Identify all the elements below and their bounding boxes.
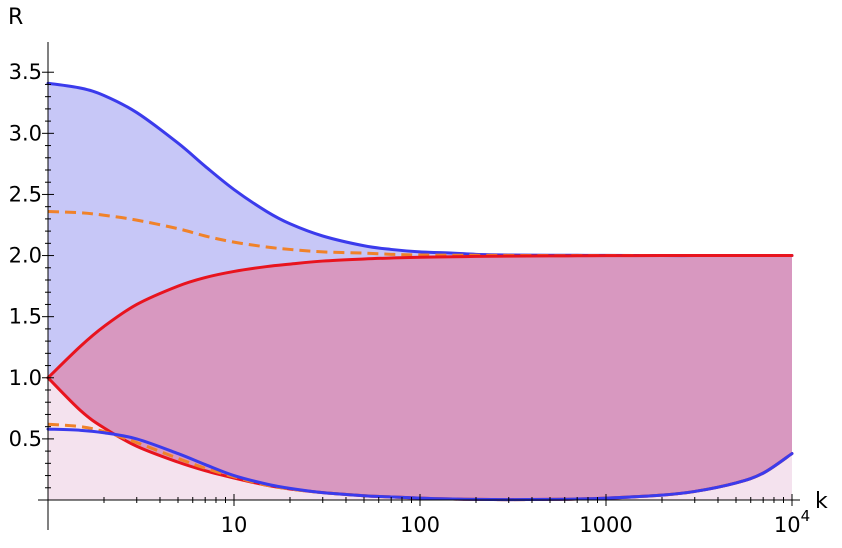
fill-region-1 xyxy=(48,255,792,500)
y-ticks: 0.5 1.0 1.5 2.0 2.5 3.0 3.5 xyxy=(9,60,54,489)
y-tick-label: 2.5 xyxy=(9,182,42,206)
series-line-5 xyxy=(46,427,794,502)
x-tick-label: 104 xyxy=(774,507,810,537)
x-tick-label: 100 xyxy=(400,513,440,537)
y-tick-label: 1.0 xyxy=(9,366,42,390)
y-tick-label: 3.5 xyxy=(9,60,42,84)
x-tick-label: 10 xyxy=(221,513,248,537)
fill-regions xyxy=(48,83,792,500)
y-tick-label: 3.0 xyxy=(9,121,42,145)
y-tick-label: 0.5 xyxy=(9,427,42,451)
series-curves xyxy=(46,81,794,502)
y-tick-label: 2.0 xyxy=(9,244,42,268)
y-axis-title: R xyxy=(8,5,23,30)
y-tick-label: 1.5 xyxy=(9,305,42,329)
axes: 10 100 1000 104 0.5 1.0 1.5 2.0 2.5 3.0 3.5 k R xyxy=(8,5,828,537)
x-tick-label: 1000 xyxy=(579,513,632,537)
x-axis-title: k xyxy=(815,489,828,514)
series-line-2 xyxy=(46,254,794,380)
x-ticks: 10 100 1000 104 xyxy=(103,494,810,537)
